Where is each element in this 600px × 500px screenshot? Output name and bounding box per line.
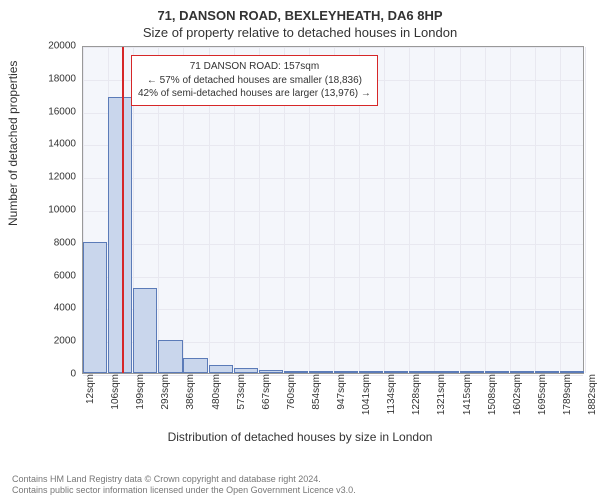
histogram-bar bbox=[158, 340, 182, 373]
annotation-line: 71 DANSON ROAD: 157sqm bbox=[138, 60, 371, 74]
gridline-v bbox=[460, 47, 461, 373]
x-tick-label: 199sqm bbox=[135, 374, 146, 410]
x-tick-label: 947sqm bbox=[336, 374, 347, 410]
x-tick-label: 573sqm bbox=[236, 374, 247, 410]
y-axis-label: Number of detached properties bbox=[6, 61, 20, 226]
x-axis: 12sqm 106sqm 199sqm 293sqm 386sqm 480sqm 573sq… bbox=[82, 374, 584, 428]
y-tick-label: 6000 bbox=[40, 270, 76, 281]
x-axis-label: Distribution of detached houses by size … bbox=[10, 430, 590, 444]
x-tick-label: 1134sqm bbox=[386, 374, 397, 414]
y-tick-label: 8000 bbox=[40, 237, 76, 248]
y-tick-label: 12000 bbox=[40, 172, 76, 183]
x-tick-label: 1882sqm bbox=[587, 374, 598, 415]
x-tick-label: 12sqm bbox=[85, 374, 96, 404]
x-tick-label: 1508sqm bbox=[487, 374, 498, 415]
y-tick-label: 18000 bbox=[40, 73, 76, 84]
x-tick-label: 1321sqm bbox=[436, 374, 447, 415]
x-tick-label: 854sqm bbox=[311, 374, 322, 410]
x-tick-label: 667sqm bbox=[261, 374, 272, 410]
x-tick-label: 1602sqm bbox=[512, 374, 523, 415]
plot-area: 71 DANSON ROAD: 157sqm← 57% of detached … bbox=[82, 46, 584, 374]
y-tick-label: 0 bbox=[40, 369, 76, 380]
gridline-v bbox=[585, 47, 586, 373]
x-tick-label: 1228sqm bbox=[411, 374, 422, 415]
x-tick-label: 1695sqm bbox=[537, 374, 548, 415]
chart-title-main: 71, DANSON ROAD, BEXLEYHEATH, DA6 8HP bbox=[0, 8, 600, 23]
histogram-bar bbox=[183, 358, 207, 373]
histogram-bar bbox=[209, 365, 233, 373]
y-tick-label: 14000 bbox=[40, 139, 76, 150]
histogram-bar bbox=[460, 371, 484, 373]
annotation-line: ← 57% of detached houses are smaller (18… bbox=[138, 74, 371, 88]
histogram-bar bbox=[234, 368, 258, 373]
histogram-bar bbox=[284, 371, 308, 373]
histogram-bar bbox=[384, 371, 408, 373]
y-tick-label: 20000 bbox=[40, 41, 76, 52]
histogram-bar bbox=[409, 371, 433, 373]
x-tick-label: 1415sqm bbox=[462, 374, 473, 415]
y-axis: 0200040006000800010000120001400016000180… bbox=[44, 46, 80, 374]
gridline-v bbox=[485, 47, 486, 373]
gridline-v bbox=[434, 47, 435, 373]
histogram-bar bbox=[434, 371, 458, 373]
y-tick-label: 10000 bbox=[40, 205, 76, 216]
histogram-bar bbox=[560, 371, 584, 373]
x-tick-label: 386sqm bbox=[185, 374, 196, 410]
histogram-bar bbox=[83, 242, 107, 373]
gridline-v bbox=[535, 47, 536, 373]
gridline-v bbox=[560, 47, 561, 373]
x-tick-label: 760sqm bbox=[286, 374, 297, 410]
annotation-line: 42% of semi-detached houses are larger (… bbox=[138, 87, 371, 101]
y-tick-label: 2000 bbox=[40, 336, 76, 347]
histogram-bar bbox=[334, 371, 358, 373]
footer-attribution: Contains HM Land Registry data © Crown c… bbox=[12, 474, 356, 497]
gridline-v bbox=[384, 47, 385, 373]
histogram-bar bbox=[535, 371, 559, 373]
x-tick-label: 1789sqm bbox=[562, 374, 573, 415]
histogram-bar bbox=[309, 371, 333, 373]
histogram-bar bbox=[133, 288, 157, 373]
y-tick-label: 4000 bbox=[40, 303, 76, 314]
histogram-bar bbox=[108, 97, 132, 373]
chart-title-sub: Size of property relative to detached ho… bbox=[0, 25, 600, 40]
histogram-bar bbox=[359, 371, 383, 373]
gridline-v bbox=[510, 47, 511, 373]
histogram-bar bbox=[510, 371, 534, 373]
histogram-bar bbox=[259, 370, 283, 373]
footer-line1: Contains HM Land Registry data © Crown c… bbox=[12, 474, 356, 485]
gridline-v bbox=[409, 47, 410, 373]
annotation-box: 71 DANSON ROAD: 157sqm← 57% of detached … bbox=[131, 55, 378, 106]
x-tick-label: 1041sqm bbox=[361, 374, 372, 415]
y-tick-label: 16000 bbox=[40, 106, 76, 117]
x-tick-label: 106sqm bbox=[110, 374, 121, 410]
chart-container: Number of detached properties 0200040006… bbox=[10, 46, 590, 446]
x-tick-label: 480sqm bbox=[211, 374, 222, 410]
x-tick-label: 293sqm bbox=[160, 374, 171, 410]
histogram-bar bbox=[485, 371, 509, 373]
footer-line2: Contains public sector information licen… bbox=[12, 485, 356, 496]
property-marker-line bbox=[122, 47, 124, 373]
